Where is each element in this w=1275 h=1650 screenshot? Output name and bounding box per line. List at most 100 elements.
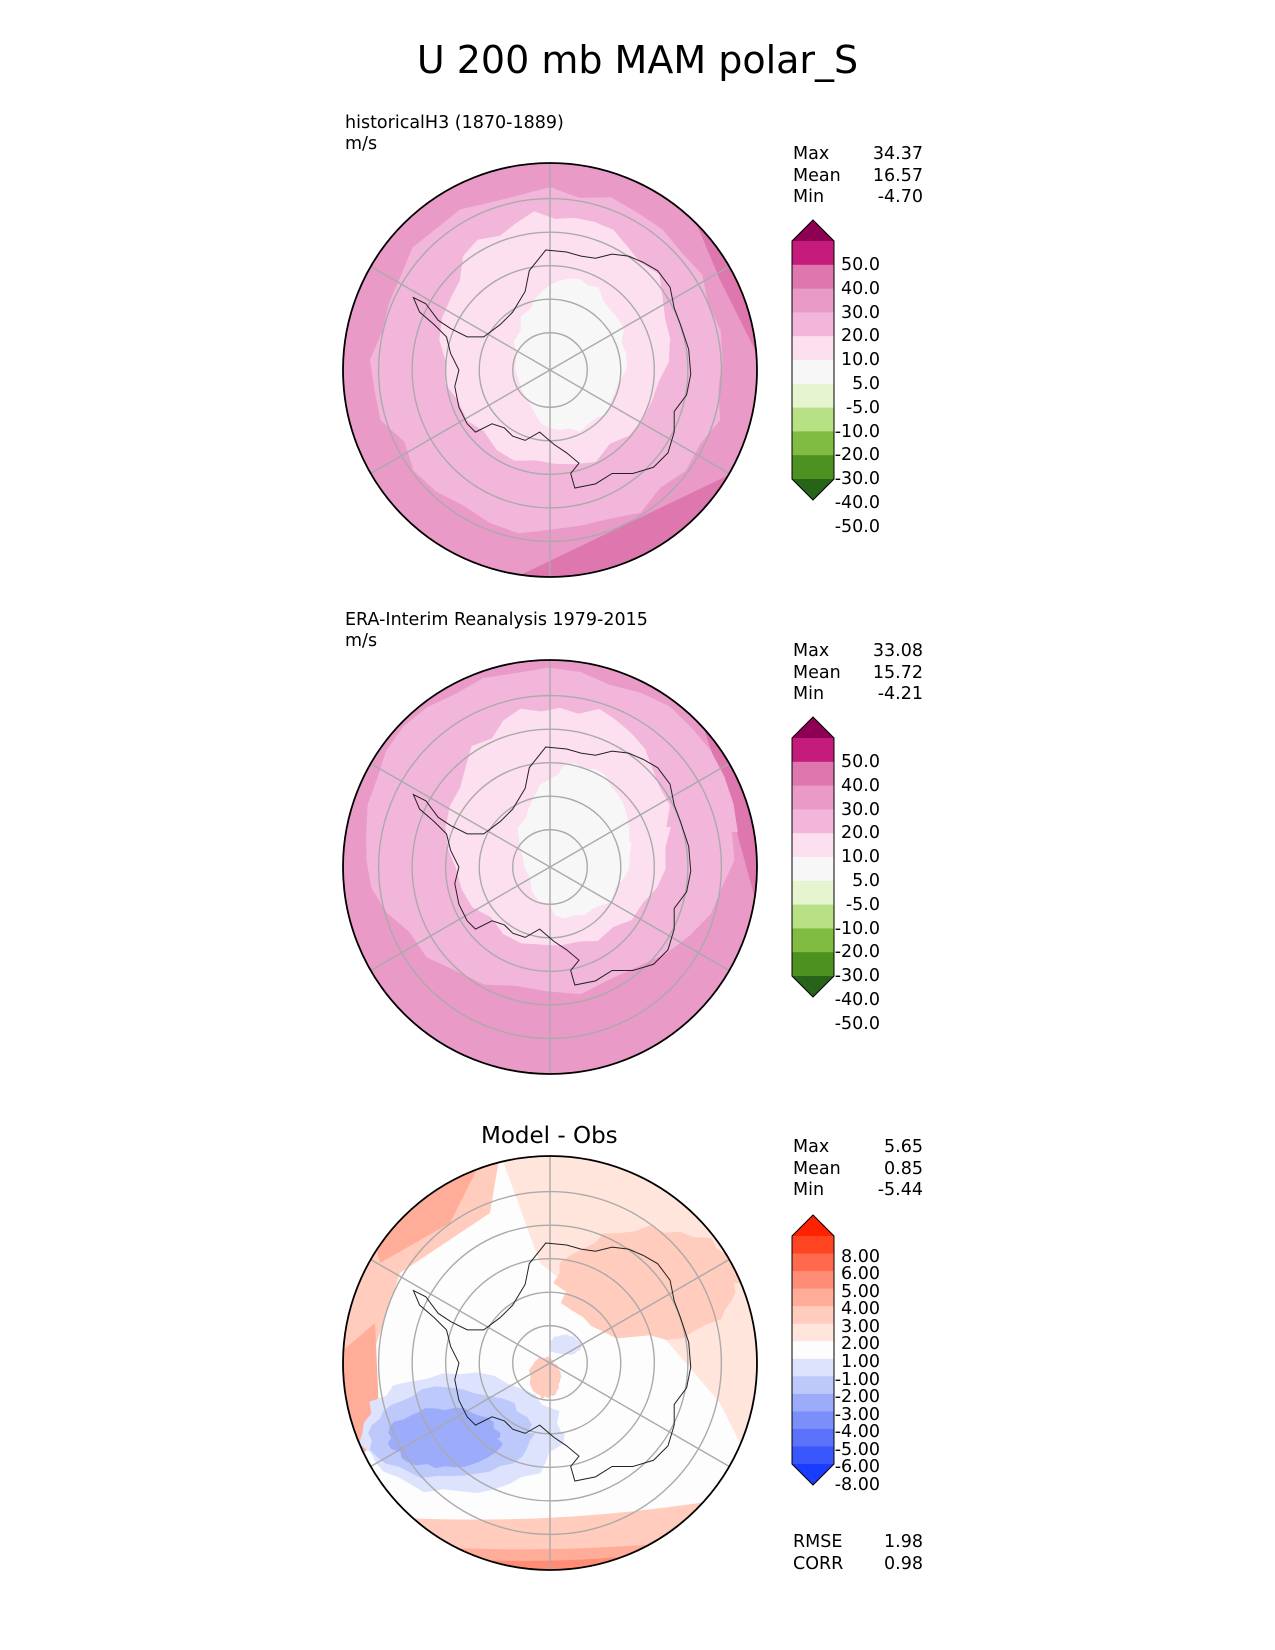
panel3-stats: Max 5.65 Mean 0.85 Min -5.44 <box>793 1137 923 1202</box>
stat-value: 5.65 <box>884 1137 923 1157</box>
panel1-units: m/s <box>345 134 378 154</box>
colorbar-tick-label: -30.0 <box>834 469 880 490</box>
colorbar-tick-label: -1.00 <box>834 1369 880 1390</box>
colorbar-tick-label: -6.00 <box>834 1457 880 1478</box>
metric-name: RMSE <box>793 1532 843 1552</box>
colorbar-segment <box>792 1358 834 1377</box>
colorbar-extend-bottom <box>792 479 834 500</box>
antarctica-coastline <box>412 1242 692 1482</box>
colorbar-tick-label: 8.00 <box>841 1246 880 1267</box>
panel2-units: m/s <box>345 631 378 651</box>
meridian-line <box>549 265 730 371</box>
colorbar-segment <box>792 904 834 929</box>
colorbar-tick-label: 20.0 <box>841 326 880 347</box>
colorbar-segment <box>792 1376 834 1395</box>
colorbar-tick-label: -50.0 <box>834 516 880 537</box>
stat-name: Mean <box>793 1158 841 1179</box>
colorbar-segment <box>792 241 834 266</box>
colorbar-extend-bottom <box>792 976 834 997</box>
stat-name: Mean <box>793 165 841 186</box>
colorbar-segment <box>792 407 834 432</box>
panel2-label: ERA-Interim Reanalysis 1979-2015 m/s <box>345 610 648 652</box>
map-field-region <box>528 1356 562 1400</box>
colorbar-tick-label: 3.00 <box>841 1316 880 1337</box>
meridian-line <box>370 762 551 868</box>
colorbar-extend-top <box>792 220 834 241</box>
colorbar-tick-label: -20.0 <box>834 445 880 466</box>
panel2-polar-map <box>342 659 758 1075</box>
colorbar-segment <box>792 928 834 953</box>
meridian-line <box>549 1362 730 1468</box>
map-field-region <box>553 1225 745 1340</box>
colorbar-segment <box>792 1411 834 1430</box>
colorbar-outline <box>791 219 835 501</box>
colorbar-segment <box>792 431 834 456</box>
meridian-line <box>549 1258 730 1364</box>
colorbar-segment <box>792 360 834 385</box>
colorbar-tick-label: -40.0 <box>834 492 880 513</box>
panel3-metrics: RMSE 1.98 CORR 0.98 <box>793 1532 923 1575</box>
meridian-line <box>370 369 551 475</box>
panel1-dataset: historicalH3 (1870-1889) <box>345 113 564 133</box>
colorbar-segment <box>792 952 834 977</box>
panel1-polar-map <box>342 162 758 578</box>
colorbar-tick-label: -30.0 <box>834 966 880 987</box>
colorbar-tick-label: 2.00 <box>841 1334 880 1355</box>
panel2-colorbar <box>791 716 835 998</box>
colorbar-segment <box>792 1236 834 1255</box>
colorbar-segment <box>792 809 834 834</box>
meridian-line <box>549 866 730 972</box>
stat-value: 0.85 <box>884 1158 923 1179</box>
panel3-title: Model - Obs <box>481 1123 618 1149</box>
colorbar-segment <box>792 455 834 480</box>
colorbar-outline <box>791 1214 835 1486</box>
meridian-line <box>549 369 730 475</box>
colorbar-tick-label: -10.0 <box>834 918 880 939</box>
colorbar-tick-label: 10.0 <box>841 847 880 868</box>
stat-name: Max <box>793 1137 830 1157</box>
meridian-line <box>370 1362 551 1468</box>
stat-name: Mean <box>793 662 841 683</box>
stat-name: Max <box>793 641 830 661</box>
colorbar-segment <box>792 761 834 787</box>
metric-value: 0.98 <box>884 1553 923 1574</box>
colorbar-tick-label: 40.0 <box>841 278 880 299</box>
colorbar-segment <box>792 833 834 858</box>
colorbar-tick-label: 5.0 <box>852 373 880 394</box>
colorbar-segment <box>792 1393 834 1412</box>
colorbar-segment <box>792 880 834 906</box>
colorbar-tick-label: 6.00 <box>841 1264 880 1285</box>
colorbar-tick-label: -40.0 <box>834 989 880 1010</box>
metric-name: CORR <box>793 1553 844 1574</box>
colorbar-segment <box>792 785 834 810</box>
colorbar-tick-label: 1.00 <box>841 1352 880 1372</box>
stat-value: 34.37 <box>872 144 923 164</box>
colorbar-tick-label: 5.0 <box>852 870 880 891</box>
meridian-line <box>370 1258 551 1364</box>
colorbar-tick-label: 30.0 <box>841 799 880 820</box>
colorbar-segment <box>792 336 834 361</box>
colorbar-tick-label: -5.0 <box>845 397 880 418</box>
stat-value: 33.08 <box>872 641 923 661</box>
colorbar-segment <box>792 1323 834 1342</box>
colorbar-tick-label: -5.0 <box>845 894 880 915</box>
stat-name: Min <box>793 1180 825 1200</box>
map-boundary <box>342 162 758 578</box>
colorbar-outline <box>791 716 835 998</box>
panel1-colorbar <box>791 219 835 501</box>
stat-name: Min <box>793 187 825 207</box>
map-boundary <box>342 659 758 1075</box>
map-boundary <box>342 1155 758 1571</box>
colorbar-tick-label: -50.0 <box>834 1013 880 1034</box>
colorbar-tick-label: -5.00 <box>834 1439 880 1460</box>
colorbar-tick-label: 40.0 <box>841 775 880 796</box>
colorbar-segment <box>792 1446 834 1465</box>
panel3-polar-map <box>342 1155 758 1571</box>
colorbar-segment <box>792 857 834 882</box>
meridian-line <box>370 265 551 371</box>
colorbar-tick-label: -4.00 <box>834 1422 880 1443</box>
colorbar-tick-label: 20.0 <box>841 823 880 844</box>
panel2-dataset: ERA-Interim Reanalysis 1979-2015 <box>345 610 648 630</box>
metric-value: 1.98 <box>884 1532 923 1552</box>
stat-name: Max <box>793 144 830 164</box>
